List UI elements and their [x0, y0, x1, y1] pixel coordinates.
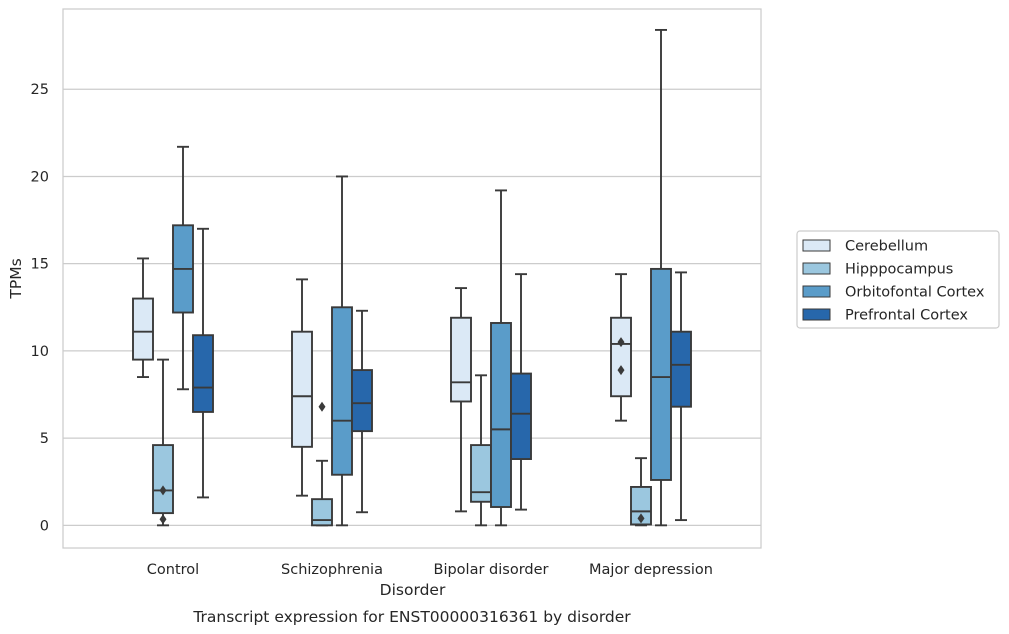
box-cerebellum-0 — [132, 257, 154, 379]
y-tick-label: 5 — [40, 431, 49, 447]
box-iqr — [132, 297, 154, 361]
legend-swatch — [802, 285, 831, 298]
x-tick-label: Schizophrenia — [281, 562, 383, 578]
chart-caption: Transcript expression for ENST0000031636… — [192, 608, 631, 626]
outlier-point — [159, 485, 167, 496]
box-iqr — [192, 334, 214, 413]
outlier-point — [637, 513, 645, 524]
box-hipppocampus-2 — [470, 374, 492, 527]
x-axis-title: Disorder — [380, 581, 446, 599]
legend-label: Hipppocampus — [845, 262, 953, 278]
box-iqr — [670, 330, 692, 408]
y-tick-label: 25 — [31, 82, 49, 98]
box-hipppocampus-0 — [152, 358, 174, 527]
legend-label: Cerebellum — [845, 239, 928, 255]
y-tick-label: 15 — [31, 257, 49, 273]
box-orbitofontal-cortex-2 — [490, 189, 512, 527]
box-prefrontal-cortex-0 — [192, 227, 214, 499]
box-cerebellum-3 — [610, 273, 632, 422]
box-iqr — [351, 369, 373, 433]
box-iqr — [610, 316, 632, 398]
outlier-point — [617, 337, 625, 348]
box-hipppocampus-1 — [311, 401, 333, 527]
box-iqr — [152, 444, 174, 515]
box-orbitofontal-cortex-0 — [172, 145, 194, 391]
x-tick-label: Major depression — [589, 562, 713, 578]
box-prefrontal-cortex-1 — [351, 309, 373, 514]
box-cerebellum-1 — [291, 278, 313, 497]
legend-frame — [796, 230, 1000, 329]
legend-label: Prefrontal Cortex — [845, 308, 968, 324]
legend-swatch — [802, 308, 831, 321]
box-iqr — [650, 267, 672, 481]
box-iqr — [291, 330, 313, 448]
box-iqr — [331, 306, 353, 476]
legend-swatch — [802, 262, 831, 275]
y-tick-label: 0 — [40, 518, 49, 534]
y-tick-label: 20 — [31, 169, 49, 185]
y-axis-title: TPMs — [7, 258, 25, 299]
box-iqr — [490, 322, 512, 508]
box-iqr — [630, 485, 652, 526]
box-iqr — [450, 316, 472, 403]
box-iqr — [470, 444, 492, 503]
axis-ticks: 0 5 10 15 20 25 Control Schizophrenia Bipolar di… — [31, 82, 713, 578]
legend-swatch — [802, 239, 831, 252]
box-orbitofontal-cortex-3 — [650, 28, 672, 527]
box-cerebellum-2 — [450, 287, 472, 513]
outlier-point — [318, 401, 326, 412]
legend: Cerebellum Hipppocampus Orbitofontal Corte… — [796, 230, 1000, 329]
box-prefrontal-cortex-2 — [510, 273, 532, 511]
x-tick-label: Bipolar disorder — [434, 562, 549, 578]
box-groups — [132, 28, 692, 527]
x-tick-label: Control — [147, 562, 199, 578]
box-iqr — [311, 498, 333, 527]
box-hipppocampus-3 — [630, 457, 652, 527]
outlier-point — [617, 365, 625, 376]
box-prefrontal-cortex-3 — [670, 271, 692, 522]
legend-label: Orbitofontal Cortex — [845, 285, 985, 301]
box-orbitofontal-cortex-1 — [331, 175, 353, 527]
box-iqr — [510, 372, 532, 460]
outlier-point — [159, 514, 167, 525]
y-tick-label: 10 — [31, 344, 49, 360]
plot-frame — [62, 8, 762, 549]
